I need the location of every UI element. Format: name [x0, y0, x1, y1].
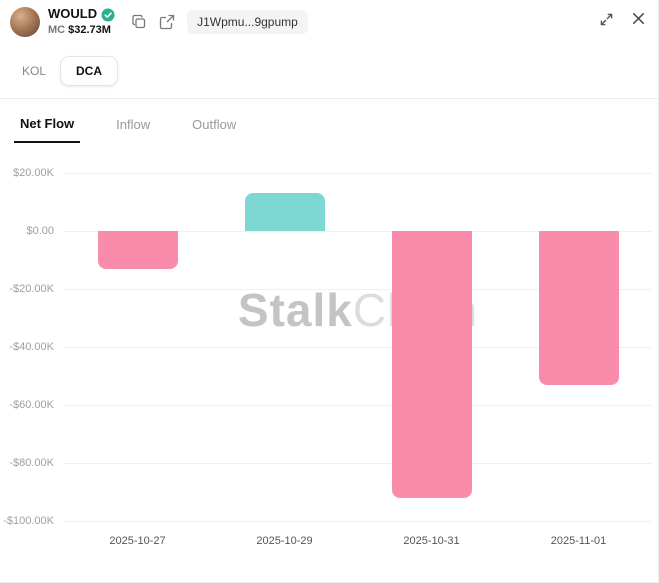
tab-outflow[interactable]: Outflow	[186, 115, 242, 143]
header-actions: J1Wpmu...9gpump	[131, 10, 308, 34]
close-icon[interactable]	[631, 11, 646, 26]
gridline	[64, 463, 652, 464]
watermark-stalk: Stalk	[237, 284, 353, 336]
bar-2025-10-31[interactable]	[391, 231, 472, 498]
gridline	[64, 521, 652, 522]
x-axis-label: 2025-10-31	[403, 535, 460, 547]
market-cap-value: $32.73M	[68, 24, 111, 37]
x-axis-label: 2025-10-27	[109, 535, 166, 547]
market-cap: MC $32.73M	[48, 24, 115, 37]
flow-subtabs: Net Flow Inflow Outflow	[0, 115, 658, 143]
bar-2025-10-29[interactable]	[244, 193, 325, 231]
gridline	[64, 347, 652, 348]
y-axis-label: -$80.00K	[9, 457, 54, 469]
tab-dca[interactable]: DCA	[60, 56, 119, 86]
verified-icon	[101, 8, 115, 22]
tab-net-flow[interactable]: Net Flow	[14, 115, 81, 143]
y-axis-label: $20.00K	[13, 167, 54, 179]
avatar[interactable]	[10, 7, 40, 37]
y-axis-label: -$100.00K	[3, 515, 54, 527]
x-axis-label: 2025-11-01	[550, 535, 607, 547]
y-axis-label: $0.00	[26, 225, 54, 237]
chart-section: StalkChain 2025-10-272025-10-292025-10-3…	[0, 167, 658, 573]
token-name: WOULD	[48, 6, 98, 22]
plot-area: StalkChain 2025-10-272025-10-292025-10-3…	[64, 173, 652, 547]
x-axis-label: 2025-10-29	[256, 535, 313, 547]
token-address-pill[interactable]: J1Wpmu...9gpump	[187, 10, 308, 34]
divider	[0, 98, 658, 99]
y-axis-label: -$20.00K	[9, 283, 54, 295]
expand-icon[interactable]	[598, 11, 615, 28]
market-cap-label: MC	[48, 24, 66, 37]
mode-tabs: KOL DCA	[0, 42, 658, 98]
copy-icon[interactable]	[131, 14, 147, 30]
y-axis-label: -$40.00K	[9, 341, 54, 353]
window-controls	[598, 11, 646, 28]
header: WOULD MC $32.73M	[0, 0, 658, 42]
token-name-block: WOULD MC $32.73M	[48, 6, 115, 37]
tab-inflow[interactable]: Inflow	[110, 115, 156, 143]
gridline	[64, 173, 652, 174]
gridline	[64, 405, 652, 406]
bar-2025-10-27[interactable]	[97, 231, 178, 269]
tab-kol[interactable]: KOL	[10, 57, 58, 85]
gridline	[64, 289, 652, 290]
y-axis-label: -$60.00K	[9, 399, 54, 411]
gridline	[64, 231, 652, 232]
external-link-icon[interactable]	[159, 14, 175, 30]
bar-2025-11-01[interactable]	[538, 231, 619, 385]
